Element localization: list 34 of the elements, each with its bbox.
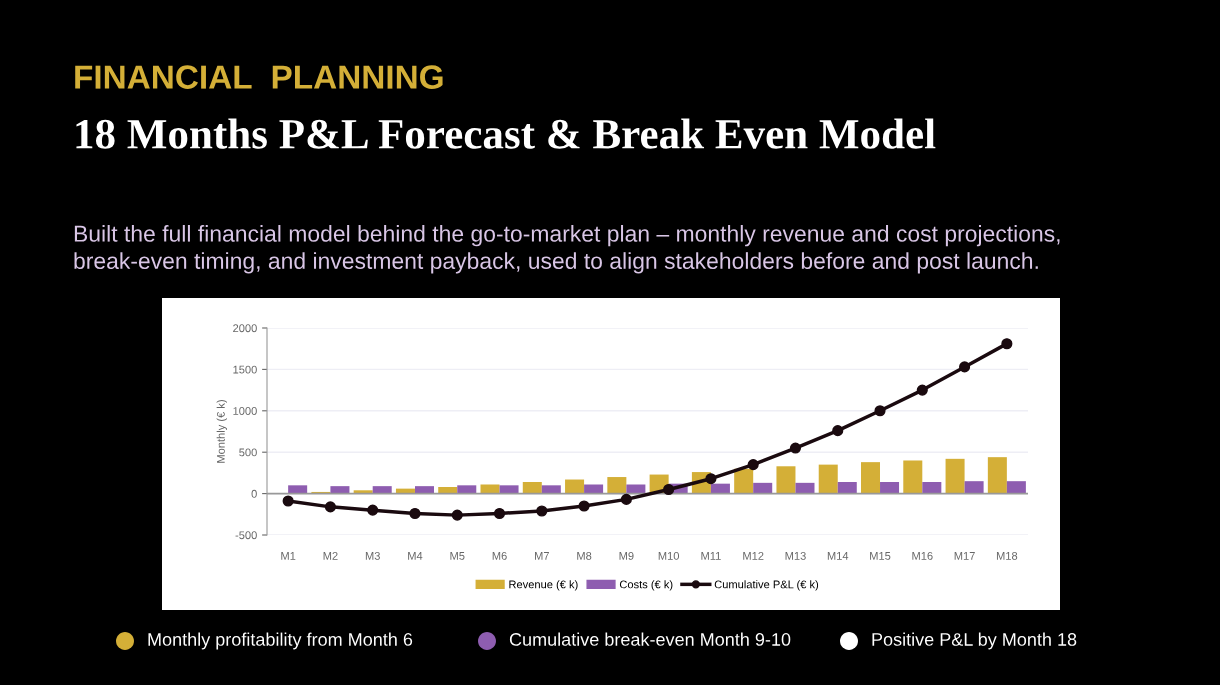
x-tick-label: M15 [870,552,891,560]
x-tick-label: M2 [323,551,338,560]
x-tick-label: M9 [619,551,634,560]
text: FINANCIAL PLANNING [75,65,443,89]
x-tick-label: M7 [535,552,549,560]
y-tick-label: 1500 [233,365,257,374]
y-tick-label: 2000 [233,324,257,333]
y-tick-label: 0 [251,489,257,498]
x-tick-label: M8 [577,551,592,560]
legend-label: Cumulative P&L (€ k) [714,580,819,591]
x-tick-label: M18 [996,551,1018,560]
legend-label: Revenue (€ k) [509,580,578,591]
x-tick-label: M17 [954,552,975,560]
x-tick-label: M11 [701,552,721,560]
text: Monthly profitability from Month 6 [148,632,413,650]
x-tick-label: M12 [743,551,764,560]
x-tick-label: M6 [492,551,507,560]
legend-label: Costs (€ k) [619,580,673,591]
y-tick-label: 1000 [233,407,257,415]
x-tick-label: M4 [408,552,423,560]
chart-title: 18 Months P&L Forecast & Break Even Model [76,118,936,149]
x-tick-label: M13 [785,551,806,560]
text: Positive P&L by Month 18 [872,632,1077,650]
x-tick-label: M10 [658,551,680,560]
text: Cumulative break-even Month 9-10 [509,632,791,646]
y-axis-title: Monthly (€ k) [216,400,228,463]
x-tick-label: M16 [912,551,933,560]
x-tick-label: M14 [827,552,849,560]
y-tick-label: 500 [239,448,257,457]
x-tick-label: M5 [450,552,465,560]
y-tick-label: -500 [235,531,257,540]
chart-subtitle: Built the full financial model behind the go-to-market plan – monthly revenue and cost projections, break-even timing, and investment payback, used to align stakeholders before and post launch. [74,225,1060,274]
x-tick-label: M3 [365,551,380,560]
x-tick-label: M1 [281,552,296,560]
